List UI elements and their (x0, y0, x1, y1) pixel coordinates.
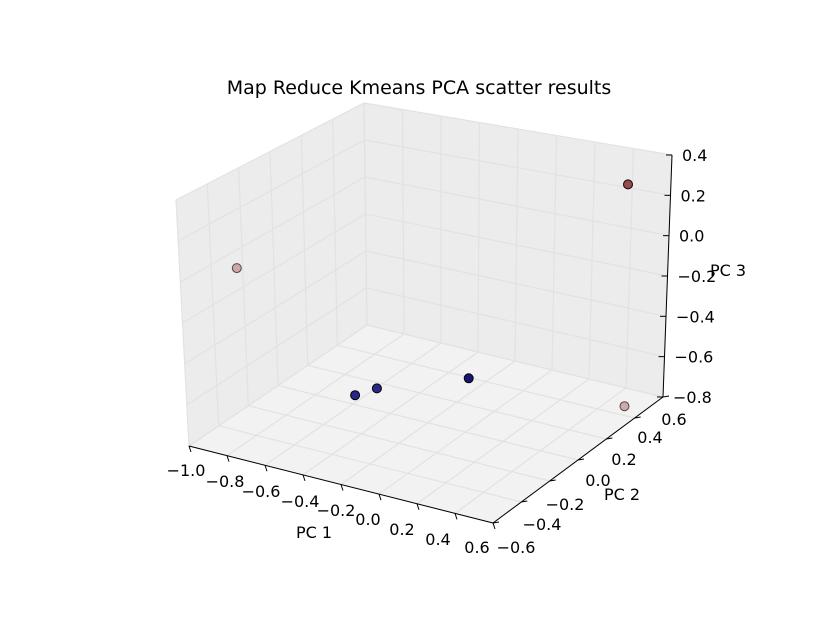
grid-line-z (186, 287, 665, 406)
x-tick-label: −0.6 (242, 482, 281, 501)
x-tick-mark (492, 522, 496, 530)
grid-line-z (175, 102, 673, 201)
y-tick-label: 0.0 (585, 471, 610, 490)
axis-panes (176, 103, 672, 523)
z-axis-label: PC 3 (710, 261, 746, 280)
x-tick-mark (302, 474, 306, 482)
grid-line-z (188, 324, 664, 447)
z-tick-label: 0.4 (682, 146, 707, 165)
x-tick-mark (264, 465, 268, 472)
x-tick-mark (188, 445, 192, 453)
axes (188, 154, 673, 530)
x-tick-label: −0.4 (281, 492, 320, 511)
y-tick-mark (577, 458, 585, 461)
grid-line-z (177, 139, 671, 242)
y-tick-label: 0.4 (637, 428, 662, 447)
x-tick-mark (226, 455, 230, 462)
x-tick-mark (416, 503, 420, 510)
grid-line-z (184, 250, 667, 365)
y-tick-label: 0.2 (611, 450, 636, 469)
z-tick-label: −0.2 (678, 267, 717, 286)
x-tick-label: −0.8 (206, 472, 245, 491)
y-tick-label: −0.4 (523, 515, 562, 534)
y-tick-mark (492, 521, 500, 524)
x-tick-mark (454, 513, 458, 520)
x-tick-mark (378, 493, 382, 501)
grid-line-z (180, 176, 670, 283)
x-tick-label: 0.6 (464, 538, 489, 557)
x-tick-label: 0.4 (425, 530, 450, 549)
grid-line-z (182, 213, 668, 324)
x-tick-label: 0.0 (355, 510, 380, 529)
axis-labels: −1.0−0.8−0.6−0.4−0.2 0.00.20.4 0.6PC 1−0.6… (167, 146, 746, 557)
y-tick-label: −0.2 (546, 495, 585, 514)
x-tick-label: 0.2 (389, 520, 414, 539)
y-tick-mark (606, 437, 613, 440)
x-tick-label: −1.0 (167, 461, 206, 480)
z-tick-label: 0.2 (681, 186, 706, 205)
x-tick-mark (340, 484, 344, 491)
y-tick-mark (634, 416, 641, 419)
y-tick-label: −0.6 (497, 538, 536, 557)
data-point (231, 263, 242, 274)
chart-title: Map Reduce Kmeans PCA scatter results (227, 77, 612, 99)
x-axis-label: PC 1 (296, 523, 332, 542)
data-point (350, 390, 361, 401)
data-points (231, 179, 633, 412)
x-tick-label: −0.2 (317, 501, 356, 520)
y-tick-label: 0.6 (661, 410, 686, 429)
z-tick-label: −0.6 (675, 348, 714, 367)
y-tick-mark (521, 500, 528, 503)
y-axis-label: PC 2 (604, 485, 640, 504)
y-tick-mark (549, 479, 556, 482)
data-point (619, 401, 630, 412)
z-tick-label: 0.0 (679, 227, 704, 246)
z-tick-label: −0.8 (673, 388, 712, 407)
data-point (623, 179, 633, 190)
left-wall-pane (176, 103, 367, 446)
z-tick-label: −0.4 (676, 307, 715, 326)
data-point (463, 373, 474, 384)
y-tick-mark (662, 395, 670, 398)
data-point (371, 383, 382, 394)
